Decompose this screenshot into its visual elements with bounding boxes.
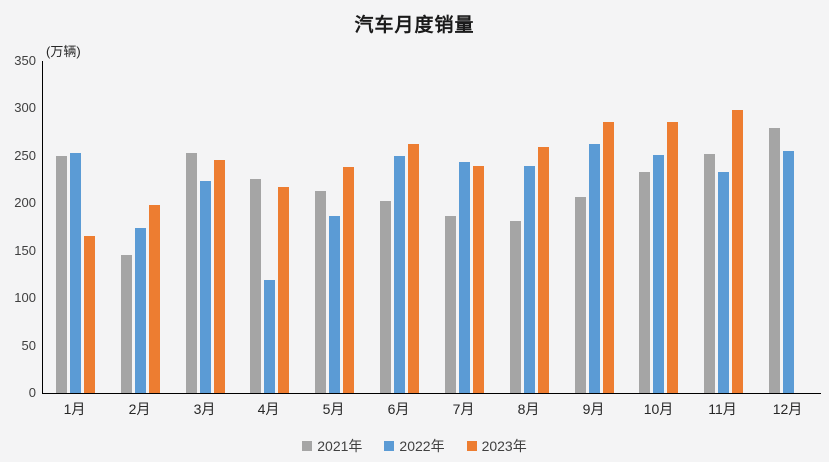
x-axis-label-9月: 9月 <box>582 401 605 417</box>
bar-2022年-10月 <box>653 155 664 393</box>
bar-2022年-12月 <box>783 151 794 393</box>
bar-2023年-1月 <box>84 236 95 393</box>
bar-2022年-4月 <box>264 280 275 393</box>
bar-2023年-5月 <box>343 167 354 393</box>
y-axis-tick-label: 250 <box>14 147 36 163</box>
x-axis-label-12月: 12月 <box>772 401 803 417</box>
legend-swatch-icon <box>302 441 313 451</box>
legend-item-2022年: 2022年 <box>384 436 445 456</box>
bar-2022年-7月 <box>459 162 470 393</box>
bar-2021年-11月 <box>704 154 715 393</box>
chart-title: 汽车月度销量 <box>354 15 475 36</box>
bar-2021年-1月 <box>56 156 67 393</box>
y-axis-tick-label: 100 <box>14 290 36 306</box>
x-axis-label-2月: 2月 <box>128 401 151 417</box>
bar-2021年-6月 <box>380 201 391 393</box>
bar-2023年-10月 <box>667 122 678 393</box>
bar-2021年-12月 <box>769 128 780 393</box>
bar-2022年-9月 <box>589 144 600 393</box>
legend-item-2021年: 2021年 <box>302 436 362 456</box>
legend-label: 2023年 <box>481 438 527 454</box>
x-axis-label-5月: 5月 <box>322 401 345 417</box>
legend-label: 2021年 <box>317 438 363 454</box>
legend-label: 2022年 <box>399 438 445 454</box>
bar-2021年-2月 <box>121 255 132 393</box>
bar-2022年-2月 <box>135 228 146 393</box>
x-axis-label-4月: 4月 <box>257 401 280 417</box>
bar-2023年-7月 <box>473 166 484 393</box>
legend: 2021年 2022年 2023年 <box>0 436 829 456</box>
legend-swatch-icon <box>384 441 395 451</box>
y-axis-tick-label: 50 <box>21 337 36 353</box>
bar-2021年-4月 <box>250 179 261 393</box>
y-axis-tick-label: 300 <box>14 100 36 116</box>
legend-swatch-icon <box>466 441 477 451</box>
bar-2023年-9月 <box>603 122 614 393</box>
bar-2021年-8月 <box>510 221 521 393</box>
plot-area <box>42 61 821 394</box>
bar-2022年-5月 <box>329 216 340 393</box>
x-axis-label-7月: 7月 <box>452 401 475 417</box>
x-axis-label-8月: 8月 <box>517 401 540 417</box>
x-axis-label-3月: 3月 <box>193 401 216 417</box>
bar-2022年-3月 <box>200 181 211 393</box>
y-axis-unit-label: (万辆) <box>46 44 81 59</box>
bar-2021年-7月 <box>445 216 456 393</box>
y-axis-tick-label: 0 <box>28 385 36 400</box>
bar-2021年-10月 <box>639 172 650 393</box>
bar-2023年-11月 <box>732 110 743 393</box>
bar-2023年-3月 <box>214 160 225 393</box>
bar-2021年-9月 <box>575 197 586 393</box>
bar-2021年-5月 <box>315 191 326 393</box>
legend-item-2023年: 2023年 <box>466 436 527 456</box>
bar-2023年-4月 <box>278 187 289 393</box>
bar-2022年-11月 <box>718 172 729 393</box>
x-axis-label-11月: 11月 <box>708 401 737 417</box>
x-axis-label-6月: 6月 <box>387 401 410 417</box>
bar-2021年-3月 <box>186 153 197 393</box>
y-axis-tick-label: 350 <box>14 53 36 68</box>
y-axis-tick-label: 150 <box>14 242 36 258</box>
x-axis-label-1月: 1月 <box>63 401 86 417</box>
bar-2023年-2月 <box>149 205 160 393</box>
bar-2022年-8月 <box>524 166 535 393</box>
bar-2022年-6月 <box>394 156 405 393</box>
bar-2023年-8月 <box>538 147 549 393</box>
y-axis-tick-label: 200 <box>14 195 36 211</box>
bar-2023年-6月 <box>408 144 419 393</box>
x-axis-label-10月: 10月 <box>643 401 674 417</box>
bar-2022年-1月 <box>70 153 81 393</box>
